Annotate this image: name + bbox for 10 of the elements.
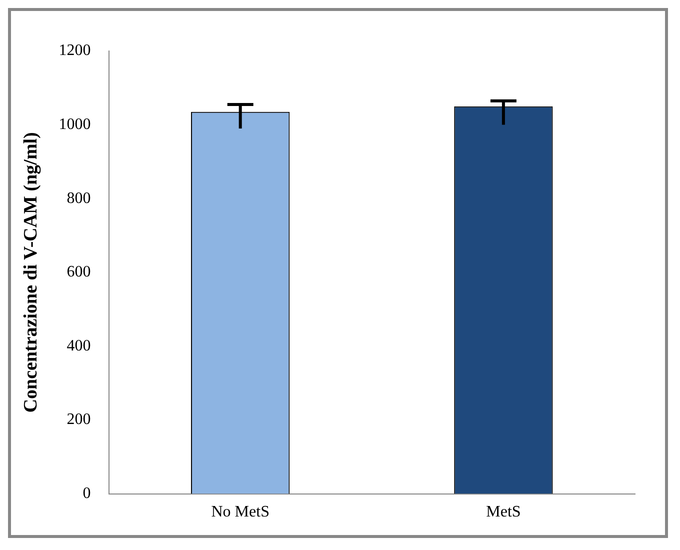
y-tick-label: 200 (66, 411, 91, 428)
x-tick-label: MetS (486, 504, 521, 521)
y-tick-label: 400 (66, 337, 91, 354)
y-tick-label: 0 (82, 485, 91, 502)
y-axis-title: Concentrazione di V-CAM (ng/ml) (20, 132, 42, 413)
y-tick-label: 800 (66, 190, 91, 207)
y-tick-label: 1200 (58, 42, 91, 60)
y-tick-label: 1000 (58, 116, 91, 134)
x-tick-label: No MetS (211, 504, 270, 521)
y-tick-label: 600 (66, 264, 91, 281)
